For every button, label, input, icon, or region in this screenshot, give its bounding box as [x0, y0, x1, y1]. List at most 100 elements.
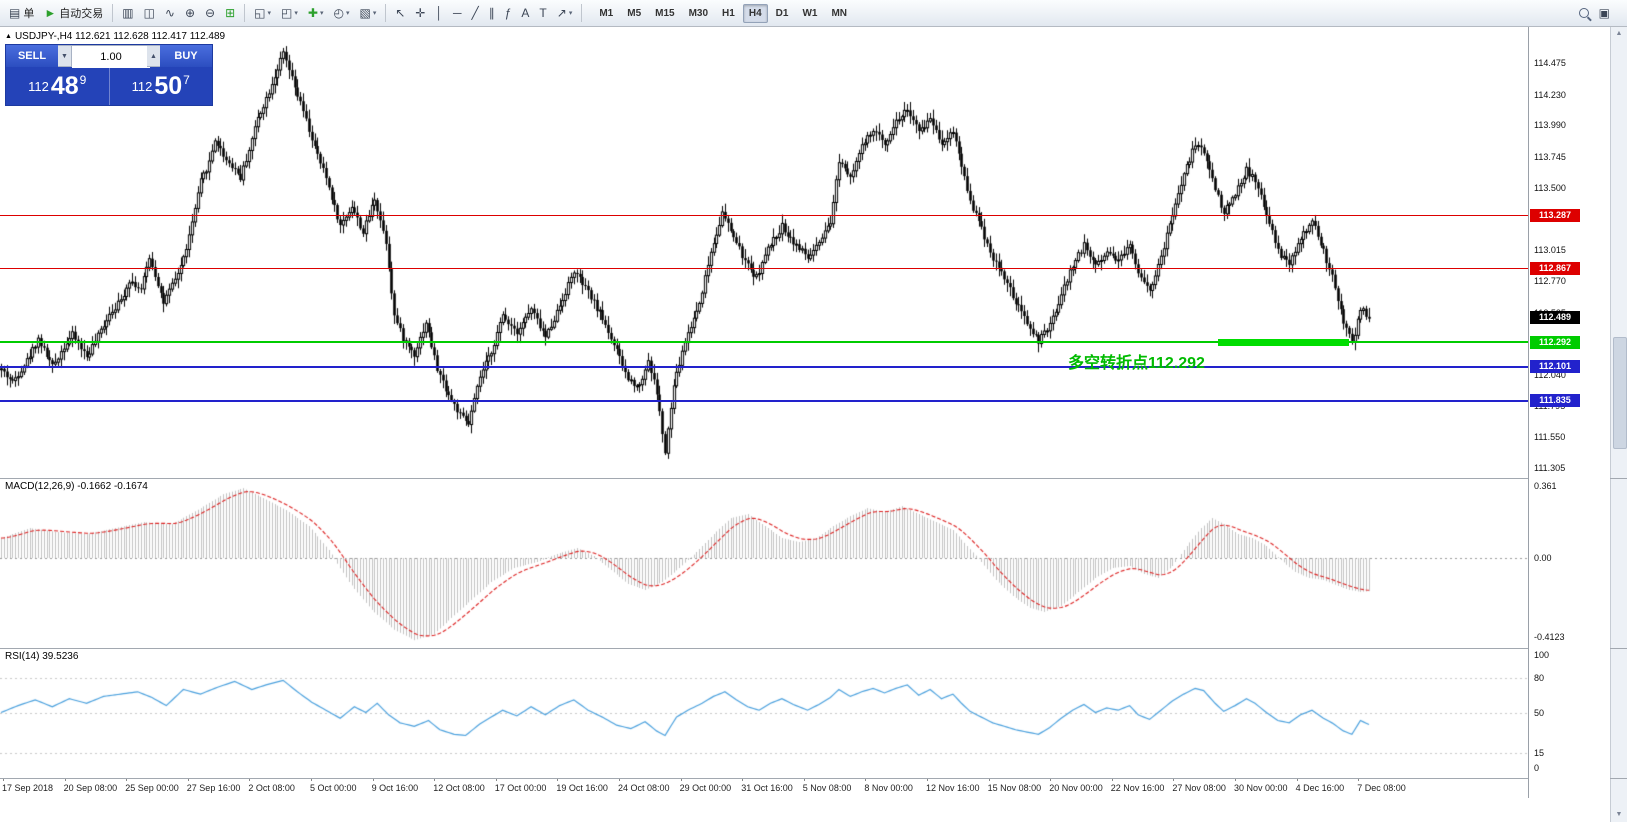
one-click-trading-panel: SELL ▼ ▲ BUY 112 48 9 112 50 7 [5, 44, 213, 106]
windows-button[interactable]: ▣ [1595, 2, 1614, 24]
templates-button-dropdown-icon[interactable]: ▾ [372, 10, 377, 17]
sell-button[interactable]: SELL [6, 45, 58, 67]
time-axis-label: 5 Oct 00:00 [310, 783, 357, 793]
auto-scroll-button-dropdown-icon[interactable]: ▾ [267, 10, 272, 17]
new-chart-button[interactable]: ✚ ▾ [304, 2, 328, 24]
time-axis-label: 31 Oct 16:00 [741, 783, 793, 793]
templates-button[interactable]: ▧ ▾ [355, 2, 380, 24]
fibonacci-button-icon: ƒ [504, 6, 512, 20]
time-axis-label: 5 Nov 08:00 [802, 783, 852, 793]
time-axis[interactable]: 17 Sep 2018 20 Sep 08:00 25 Sep 00:00 27 Se… [0, 778, 1528, 798]
current-price-marker: 112.489 [1530, 310, 1580, 324]
timeframe-d1-button[interactable]: D1 [775, 7, 789, 19]
pane-separator[interactable] [0, 478, 1627, 479]
zoom-in-button[interactable]: ⊕ [181, 2, 199, 24]
timeframe-m5-button[interactable]: M5 [627, 7, 642, 19]
indicator-scale-label: 50 [1534, 708, 1545, 718]
crosshair-button-icon: ✛ [415, 6, 426, 20]
price-axis[interactable]: 111.305111.550111.795112.040112.280112.5… [1528, 27, 1610, 798]
equidistant-channel-button[interactable]: ∥ [485, 2, 499, 24]
indicator-scale-label: 0 [1534, 763, 1540, 773]
ask-price[interactable]: 112 50 7 [110, 67, 213, 105]
search-icon[interactable] [1575, 2, 1593, 24]
candlestick-chart-button-icon: ◫ [143, 6, 155, 20]
chart-shift-button-dropdown-icon[interactable]: ▾ [294, 10, 298, 17]
vertical-line-button[interactable]: │ [431, 2, 447, 24]
volume-input[interactable] [72, 46, 150, 68]
bid-pips: 48 [50, 71, 79, 100]
price-chart-canvas[interactable] [0, 27, 1528, 478]
bid-point: 9 [79, 73, 87, 87]
time-axis-tick [988, 778, 990, 781]
horizontal-line-button[interactable]: ─ [449, 2, 466, 24]
new-order-button[interactable]: ▤ 单 [5, 2, 38, 24]
line-chart-button[interactable]: ∿ [161, 2, 179, 24]
auto-scroll-button[interactable]: ◱ ▾ [250, 2, 275, 24]
fibonacci-button[interactable]: ƒ [501, 2, 516, 24]
zoom-out-button-icon: ⊖ [205, 6, 216, 20]
timeframe-m15-button[interactable]: M15 [655, 7, 675, 19]
time-axis-tick [1111, 778, 1113, 781]
arrows-button[interactable]: ↗ ▾ [553, 2, 577, 24]
time-axis-tick [64, 778, 66, 781]
cursor-button[interactable]: ↖ [391, 2, 409, 24]
tile-windows-button-icon: ⊞ [225, 6, 236, 20]
horizontal-line-button-icon: ─ [452, 6, 462, 20]
time-axis-label: 2 Oct 08:00 [248, 783, 295, 793]
time-axis-label: 25 Sep 00:00 [125, 783, 179, 793]
time-axis-label: 12 Nov 16:00 [926, 783, 980, 793]
crosshair-button[interactable]: ✛ [411, 2, 429, 24]
time-axis-tick [187, 778, 189, 781]
arrows-button-dropdown-icon[interactable]: ▾ [568, 10, 573, 17]
timeframe-h4-button[interactable]: H4 [742, 3, 768, 23]
timeframe-m1-button[interactable]: M1 [599, 7, 614, 19]
trendline-button[interactable]: ╱ [467, 2, 482, 24]
templates-button-icon: ▧ [359, 6, 371, 20]
timeframe-m30-button[interactable]: M30 [688, 7, 709, 19]
chart-shift-button[interactable]: ◰ ▾ [277, 2, 302, 24]
scrollbar-thumb[interactable] [1613, 337, 1627, 449]
candlestick-chart-button[interactable]: ◫ [140, 2, 159, 24]
pane-separator [0, 778, 1627, 779]
buy-button[interactable]: BUY [160, 45, 212, 67]
macd-canvas [0, 478, 1528, 648]
text-button[interactable]: A [517, 2, 533, 24]
pane-separator[interactable] [0, 648, 1627, 649]
magnifier-glyph [1578, 8, 1589, 18]
time-axis-tick [742, 778, 744, 781]
green-highlight-segment[interactable] [1218, 338, 1349, 346]
timeframe-mn-button[interactable]: MN [831, 7, 847, 19]
autotrading-button[interactable]: ► 自动交易 [40, 2, 107, 24]
profiles-button-dropdown-icon[interactable]: ▾ [345, 10, 350, 17]
bar-chart-button-icon: ▥ [122, 6, 134, 20]
timeframe-h1-button[interactable]: H1 [722, 7, 735, 19]
price-axis-label: 113.015 [1534, 244, 1566, 255]
zoom-out-button[interactable]: ⊖ [201, 2, 219, 24]
volume-decrease-button[interactable]: ▼ [58, 45, 71, 67]
scrollbar-down-arrow-icon[interactable]: ▼ [1615, 811, 1623, 818]
indicator-scale-label: 100 [1534, 650, 1550, 660]
scrollbar-up-arrow-icon[interactable]: ▲ [1615, 30, 1623, 37]
bid-price[interactable]: 112 48 9 [6, 67, 110, 105]
price-marker-112.292: 112.292 [1530, 335, 1580, 349]
indicator-scale-label: 0.00 [1534, 553, 1552, 563]
tile-windows-button[interactable]: ⊞ [221, 2, 239, 24]
vertical-line-button-icon: │ [435, 6, 443, 20]
bar-chart-button[interactable]: ▥ [118, 2, 137, 24]
toolbar-separator [112, 4, 114, 22]
profiles-button[interactable]: ◴ ▾ [329, 2, 353, 24]
profiles-button-icon: ◴ [333, 6, 344, 20]
rsi-pane: RSI(14) 39.5236 [0, 648, 1528, 778]
price-axis-label: 114.230 [1534, 89, 1566, 100]
text-label-button[interactable]: T [535, 2, 550, 24]
time-axis-tick [249, 778, 251, 781]
new-chart-button-dropdown-icon[interactable]: ▾ [319, 10, 324, 17]
volume-increase-button[interactable]: ▲ [147, 45, 160, 67]
time-axis-tick [3, 778, 4, 781]
vertical-scrollbar[interactable]: ▲ ▼ [1610, 27, 1627, 822]
timeframe-w1-button[interactable]: W1 [802, 7, 818, 19]
one-click-top-row: SELL ▼ ▲ BUY [6, 45, 212, 68]
turning-point-annotation[interactable]: 多空转折点112.292 [1068, 355, 1205, 372]
time-axis-label: 9 Oct 16:00 [371, 783, 419, 793]
